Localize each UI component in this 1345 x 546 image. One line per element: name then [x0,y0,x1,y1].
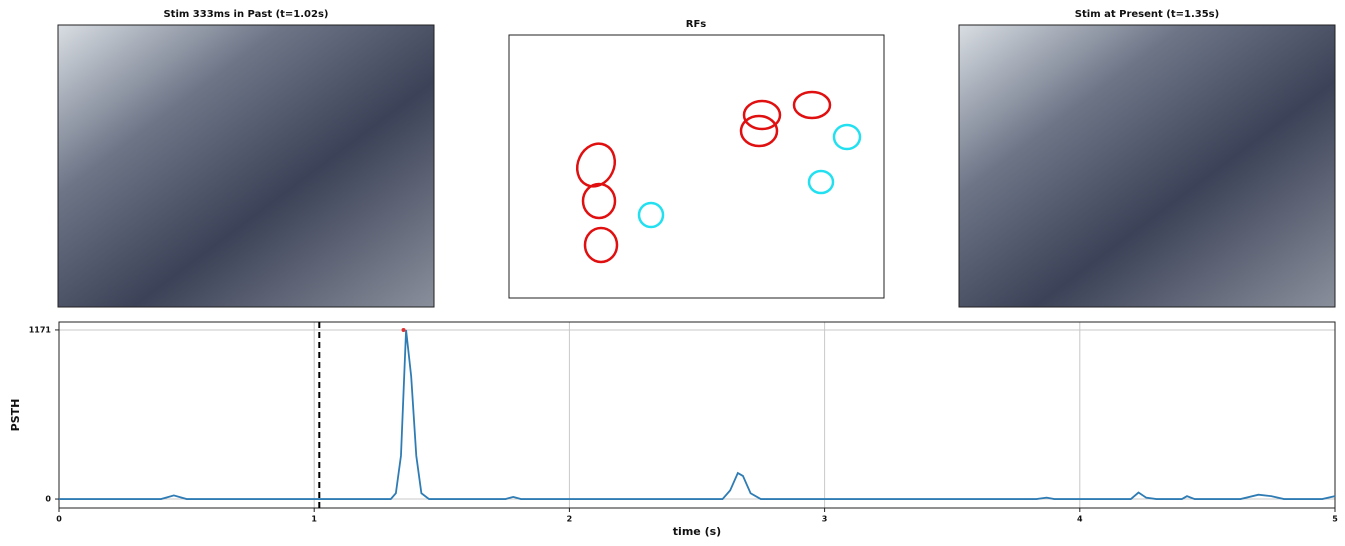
rf-ellipse [583,226,619,264]
rf-ellipse [637,201,665,229]
x-tick-label: 3 [822,515,828,524]
panel-title: Stim 333ms in Past (t=1.02s) [163,9,328,20]
x-tick-label: 1 [311,515,317,524]
y-tick-label: 1171 [29,325,52,334]
stimulus-image [958,24,1336,308]
rf-ellipse [739,114,779,148]
peak-marker [401,327,406,332]
rf-ellipse [832,123,862,151]
y-axis-label: PSTH [9,399,22,432]
rf-ellipse [792,90,832,120]
rf-ellipse [575,142,617,188]
panel-title: RFs [686,19,707,30]
x-axis-label: time (s) [673,525,721,538]
x-tick-label: 4 [1077,515,1083,524]
rf-box [508,34,885,299]
panel-title: Stim at Present (t=1.35s) [1075,9,1219,20]
psth-line [59,329,1336,500]
x-tick-label: 5 [1332,515,1338,524]
stimulus-image [57,24,435,308]
plot-frame [58,321,1336,509]
x-tick-label: 0 [56,515,62,524]
rf-ellipses [575,90,862,264]
y-tick-label: 0 [45,495,51,504]
rf-ellipse [581,182,617,220]
x-tick-label: 2 [567,515,573,524]
rf-ellipse [742,99,782,131]
rf-ellipse [807,169,835,195]
